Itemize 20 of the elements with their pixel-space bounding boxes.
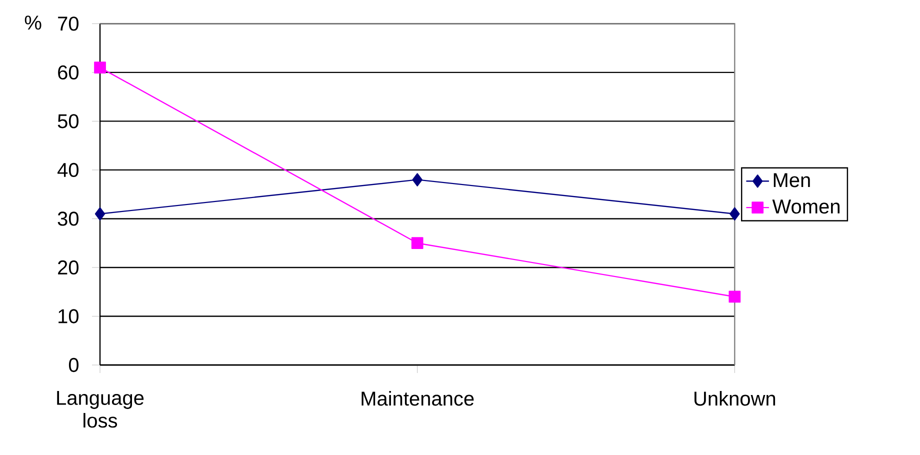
x-tick-label: Maintenance	[362, 391, 474, 406]
point	[730, 207, 740, 220]
point	[412, 173, 422, 186]
y-axis-title: %	[24, 16, 42, 30]
y-tick-label: 30	[58, 212, 78, 226]
y-tick-label: 60	[58, 65, 78, 80]
legend-label: Men	[774, 173, 810, 188]
y-tick-label: 0	[68, 358, 79, 372]
point	[94, 62, 106, 74]
point	[94, 207, 106, 220]
y-tick-label: 70	[58, 16, 78, 31]
y-tick-label: 20	[58, 260, 78, 275]
x-tick-label: Language loss	[57, 391, 144, 428]
y-tick-label: 50	[58, 114, 78, 128]
point	[728, 290, 741, 303]
x-tick-label: Unknown	[694, 391, 776, 406]
legend-label: Women	[772, 200, 840, 214]
y-tick-label: 10	[58, 309, 78, 324]
point	[411, 237, 424, 250]
y-tick-label: 40	[58, 162, 78, 178]
